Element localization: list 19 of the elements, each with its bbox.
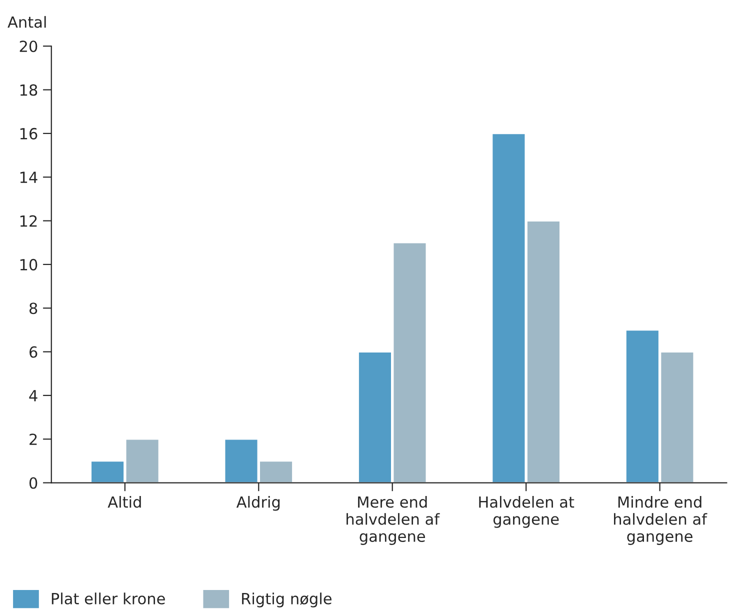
y-tick-label: 20 [20,40,38,52]
y-axis-title: Antal [8,16,46,28]
x-tick-label: Altid [108,496,141,508]
y-tick-label: 0 [29,477,38,489]
legend-label: Plat eller krone [52,592,165,604]
y-tick-label: 12 [20,215,37,227]
y-tick-label: 10 [20,258,38,270]
y-tick-label: 6 [30,346,38,358]
x-tick-label: Mindre end halvdelen af gangene [614,496,708,545]
x-tick-label: Halvdelen at gangene [479,496,574,528]
x-tick-label: Mere end halvdelen af gangene [346,496,440,545]
y-tick-label: 18 [20,84,38,96]
legend-label: Rigtig nøgle [242,592,332,608]
x-tick-label: Aldrig [236,496,280,511]
y-tick-label: 16 [20,128,38,140]
y-tick-label: 8 [30,302,38,314]
y-tick-label: 2 [30,434,37,445]
y-tick-label: 4 [29,390,38,402]
y-tick-label: 14 [20,172,38,183]
